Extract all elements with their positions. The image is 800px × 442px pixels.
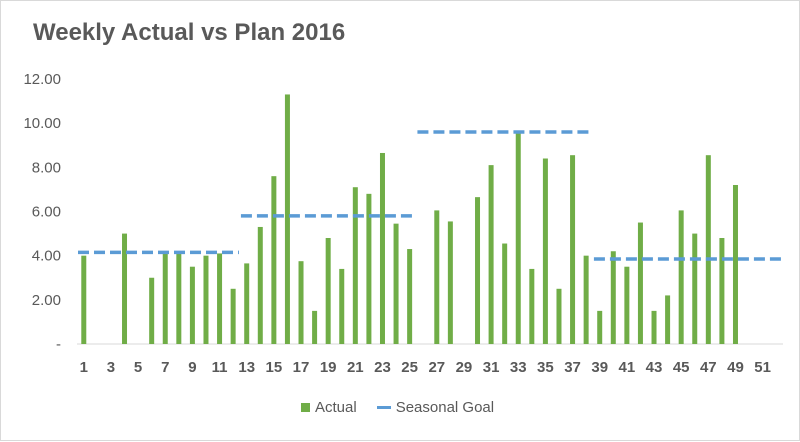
legend-item-actual: Actual <box>301 399 357 416</box>
legend-item-seasonal-goal: Seasonal Goal <box>376 399 495 416</box>
bar-actual <box>325 238 331 344</box>
bar-actual <box>149 277 155 344</box>
x-tick-label: 19 <box>320 359 337 376</box>
bar-actual <box>515 130 521 344</box>
x-tick-label: 11 <box>212 359 228 376</box>
x-tick-label: 1 <box>80 359 88 376</box>
bar-actual <box>447 221 453 344</box>
y-tick-label: 6.00 <box>32 204 61 221</box>
bar-actual <box>502 243 508 344</box>
chart-legend: Actual Seasonal Goal <box>301 399 514 416</box>
bar-actual <box>624 266 630 344</box>
bar-actual <box>379 152 385 344</box>
x-tick-label: 21 <box>347 359 364 376</box>
bar-actual <box>298 261 304 344</box>
bar-actual <box>651 310 657 344</box>
x-tick-label: 51 <box>754 359 771 376</box>
x-tick-label: 7 <box>161 359 169 376</box>
bar-actual <box>475 197 481 344</box>
bar-actual <box>542 158 548 344</box>
x-tick-label: 35 <box>537 359 554 376</box>
bar-actual <box>570 155 576 344</box>
bar-actual <box>217 253 223 344</box>
bar-actual <box>529 268 535 344</box>
x-tick-label: 13 <box>238 359 255 376</box>
x-tick-label: 33 <box>510 359 527 376</box>
x-tick-label: 39 <box>591 359 608 376</box>
bar-actual <box>122 233 128 344</box>
x-tick-label: 15 <box>266 359 283 376</box>
x-tick-label: 29 <box>456 359 473 376</box>
bar-actual <box>719 238 725 344</box>
y-tick-label: 12.00 <box>23 71 61 88</box>
bar-actual <box>665 295 671 344</box>
bar-actual <box>705 155 711 344</box>
bar-actual <box>271 176 277 344</box>
legend-label-seasonal-goal: Seasonal Goal <box>395 399 495 416</box>
x-tick-label: 43 <box>646 359 663 376</box>
bar-actual <box>176 251 182 344</box>
bar-actual <box>312 310 318 344</box>
bar-actual <box>284 94 290 344</box>
x-tick-label: 3 <box>107 359 115 376</box>
x-tick-label: 5 <box>134 359 142 376</box>
bar-actual <box>610 251 616 344</box>
y-tick-label: 10.00 <box>23 115 61 132</box>
bar-actual <box>244 263 250 344</box>
bar-actual <box>162 251 168 344</box>
bar-actual <box>393 223 399 344</box>
bar-actual <box>203 255 209 344</box>
bar-actual <box>434 210 440 344</box>
bar-actual <box>556 288 562 344</box>
y-tick-label: 8.00 <box>32 159 61 176</box>
x-tick-label: 47 <box>700 359 717 376</box>
y-tick-label: 4.00 <box>32 248 61 265</box>
x-tick-label: 17 <box>293 359 310 376</box>
x-tick-label: 41 <box>619 359 636 376</box>
x-tick-label: 49 <box>727 359 744 376</box>
x-tick-label: 25 <box>401 359 418 376</box>
bar-actual <box>230 288 236 344</box>
x-tick-label: 27 <box>428 359 445 376</box>
bar-actual <box>407 249 413 344</box>
bar-actual <box>692 233 698 344</box>
bar-actual <box>339 268 345 344</box>
bar-actual <box>257 226 263 344</box>
legend-label-actual: Actual <box>315 399 357 416</box>
bar-actual <box>637 222 643 344</box>
bar-actual <box>81 255 87 344</box>
y-tick-label: - <box>56 336 61 353</box>
bar-actual <box>583 255 589 344</box>
bar-actual <box>678 210 684 344</box>
x-tick-label: 31 <box>483 359 500 376</box>
bar-actual <box>732 185 738 344</box>
y-tick-label: 2.00 <box>32 292 61 309</box>
bar-actual <box>597 310 603 344</box>
bar-actual <box>366 193 372 344</box>
bar-actual <box>189 266 195 344</box>
x-tick-label: 37 <box>564 359 581 376</box>
bar-actual <box>352 187 358 344</box>
x-tick-label: 45 <box>673 359 690 376</box>
x-tick-label: 23 <box>374 359 391 376</box>
legend-swatch-actual <box>301 403 310 412</box>
x-tick-label: 9 <box>188 359 196 376</box>
bar-actual <box>488 165 494 344</box>
chart-title: Weekly Actual vs Plan 2016 <box>33 19 346 46</box>
legend-swatch-seasonal-goal <box>376 406 391 409</box>
